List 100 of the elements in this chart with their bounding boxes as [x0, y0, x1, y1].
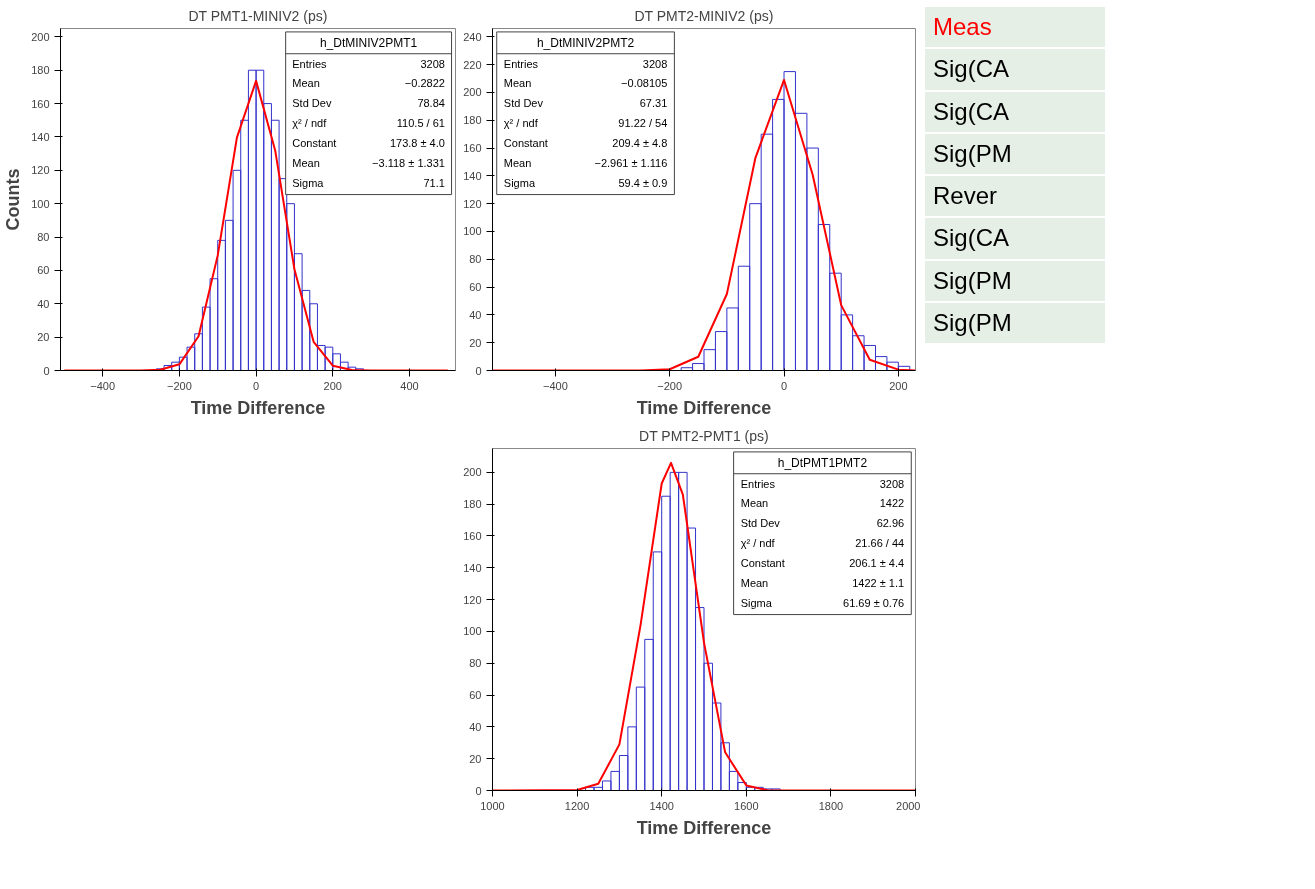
annotation: 209.4 ± 4.8	[612, 137, 668, 149]
annotation: Constant	[740, 557, 785, 569]
text: Sig(CA	[925, 91, 1105, 132]
annotation: 1422	[879, 497, 905, 510]
y-tick-label: 0	[43, 364, 50, 377]
annotation: h_DtMINIV2PMT2	[536, 35, 635, 50]
annotation: Entries	[740, 477, 776, 490]
annotation: 3208	[420, 57, 445, 70]
y-tick-label: 60	[469, 689, 482, 702]
annotation: Mean	[740, 497, 769, 510]
annotation: h_DtMINIV2PMT1	[319, 35, 418, 50]
x-tick-label: −200	[167, 379, 192, 392]
y-tick-label: 120	[31, 164, 50, 177]
x-tick-label: 200	[323, 379, 342, 392]
annotation: Mean	[503, 77, 532, 90]
text: Sig(PM	[925, 302, 1105, 344]
annotation: −0.08105	[621, 77, 668, 90]
y-tick-label: 0	[475, 364, 482, 377]
annotation: Constant	[292, 137, 337, 149]
chart-title: DT PMT2-PMT1 (ps)	[639, 427, 769, 444]
y-tick-label: 120	[463, 197, 482, 210]
text: Sig(PM	[925, 133, 1105, 175]
text: Rever	[925, 176, 1105, 217]
annotation: Sigma	[292, 176, 325, 189]
chart-title: DT PMT2-MINIV2 (ps)	[634, 7, 774, 24]
x-tick-label: −400	[542, 379, 568, 392]
y-tick-label: 140	[31, 130, 50, 143]
annotation: Entries	[292, 57, 328, 70]
annotation: 1422 ± 1.1	[852, 576, 905, 589]
y-tick-label: 60	[37, 264, 50, 277]
y-tick-label: 20	[469, 752, 482, 765]
x-tick-label: 2000	[896, 799, 921, 812]
x-tick-label: 200	[889, 379, 908, 392]
annotation: Constant	[503, 137, 548, 149]
annotation: Mean	[503, 156, 532, 169]
y-tick-label: 200	[31, 30, 50, 43]
annotation: Mean	[740, 576, 769, 589]
y-tick-label: 20	[37, 331, 50, 344]
x-axis-title: Time Difference	[636, 397, 772, 418]
x-tick-label: −400	[90, 379, 116, 392]
y-tick-label: 100	[463, 625, 482, 638]
annotation: Mean	[292, 77, 320, 90]
y-tick-label: 200	[463, 466, 482, 479]
x-axis-title: Time Difference	[636, 817, 772, 838]
annotation: −0.2822	[404, 77, 445, 90]
y-tick-label: 0	[475, 784, 482, 797]
x-tick-label: 400	[400, 379, 419, 392]
y-tick-label: 80	[37, 231, 50, 244]
x-tick-label: 1800	[818, 799, 844, 812]
annotation: Sigma	[503, 176, 536, 189]
y-tick-label: 180	[463, 114, 482, 127]
y-tick-label: 160	[31, 97, 50, 110]
annotation: 67.31	[639, 97, 668, 110]
y-tick-label: 180	[31, 64, 50, 77]
y-tick-label: 220	[463, 58, 482, 71]
annotation: χ² / ndf	[292, 117, 328, 130]
annotation: Std Dev	[292, 97, 332, 110]
x-tick-label: 1000	[480, 799, 505, 812]
x-tick-label: 1200	[564, 799, 590, 812]
annotation: Std Dev	[503, 97, 544, 110]
x-tick-label: 0	[253, 379, 260, 392]
y-tick-label: 40	[469, 720, 482, 733]
annotation: χ² / ndf	[740, 537, 776, 550]
annotation: 3208	[879, 477, 905, 490]
annotation: 61.69 ± 0.76	[843, 596, 905, 609]
x-tick-label: −200	[657, 379, 683, 392]
annotation: 71.1	[423, 176, 445, 189]
y-tick-label: 160	[463, 142, 482, 155]
annotation: 206.1 ± 4.4	[849, 557, 905, 569]
text: Sig(CA	[925, 49, 1105, 90]
y-tick-label: 160	[463, 529, 482, 542]
y-tick-label: 40	[469, 308, 482, 321]
annotation: 78.84	[417, 97, 445, 110]
y-axis-title: Counts	[3, 168, 24, 231]
annotation: 59.4 ± 0.9	[618, 176, 668, 189]
annotation: Entries	[503, 57, 539, 70]
annotation: 3208	[642, 57, 668, 70]
y-tick-label: 40	[37, 297, 50, 310]
annotation: 21.66 / 44	[855, 537, 905, 550]
y-tick-label: 200	[463, 86, 482, 99]
y-tick-label: 120	[463, 593, 482, 606]
x-axis-title: Time Difference	[190, 397, 326, 418]
annotation: 62.96	[876, 517, 905, 530]
text: Sig(PM	[925, 260, 1105, 301]
annotation: 173.8 ± 4.0	[389, 137, 445, 149]
annotation: χ² / ndf	[503, 117, 539, 130]
x-tick-label: 0	[780, 379, 788, 392]
annotation: −2.961 ± 1.116	[594, 156, 668, 169]
y-tick-label: 100	[463, 225, 482, 238]
y-tick-label: 140	[463, 169, 482, 182]
annotation: 110.5 / 61	[396, 117, 445, 130]
y-tick-label: 80	[469, 657, 482, 670]
annotation: 91.22 / 54	[618, 117, 668, 130]
y-tick-label: 240	[463, 30, 482, 43]
x-tick-label: 1600	[734, 799, 759, 812]
y-tick-label: 180	[463, 498, 482, 511]
y-tick-label: 60	[469, 281, 482, 294]
y-tick-label: 20	[469, 336, 482, 349]
chart-title: DT PMT1-MINIV2 (ps)	[188, 7, 328, 24]
y-tick-label: 100	[31, 197, 50, 210]
